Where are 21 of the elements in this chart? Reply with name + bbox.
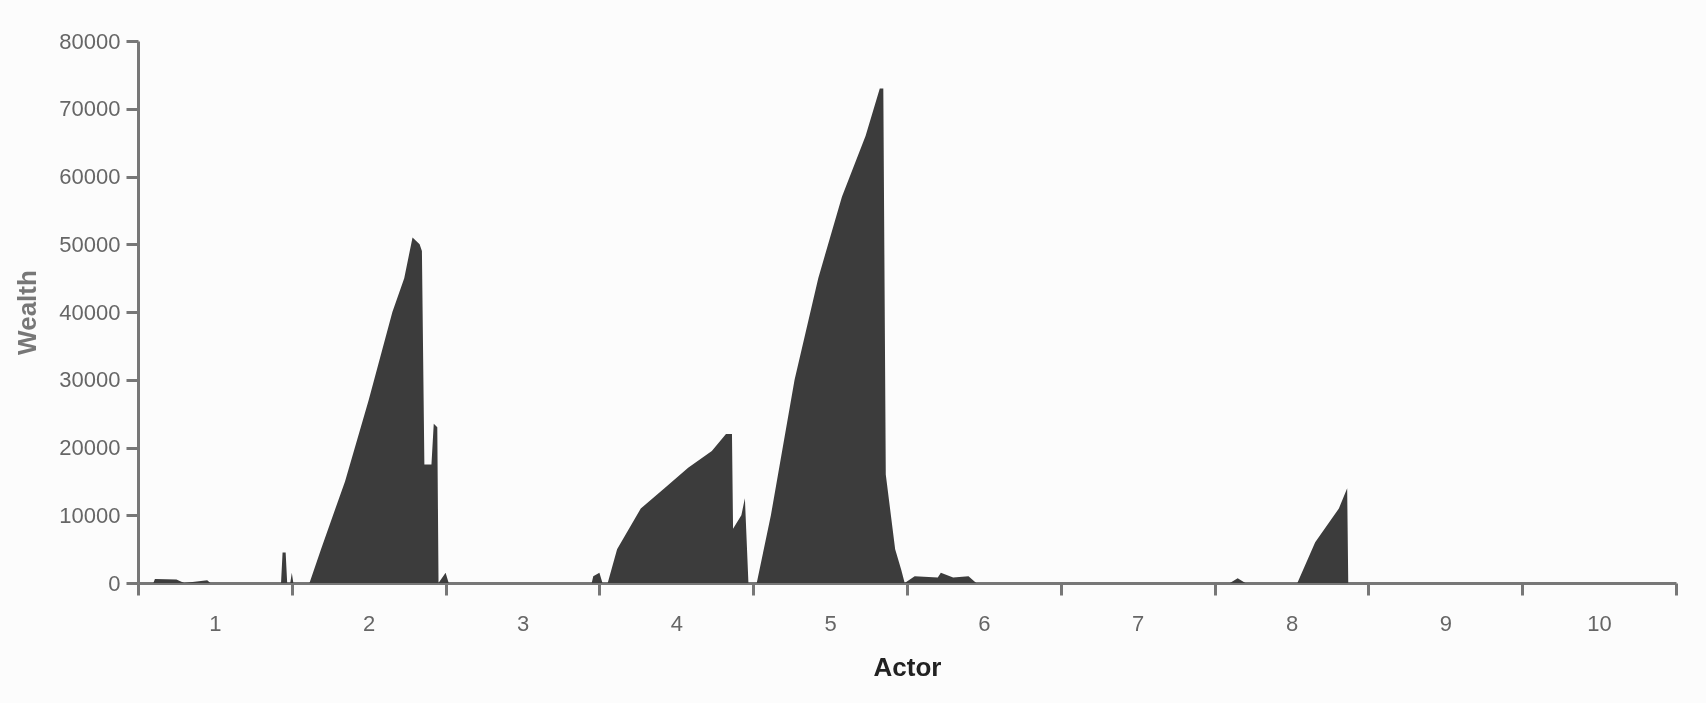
y-tick-label: 0: [108, 570, 121, 596]
x-axis-title: Actor: [873, 651, 942, 682]
y-tick-label: 50000: [59, 231, 121, 257]
y-tick-label: 10000: [59, 502, 121, 528]
y-axis-title: Wealth: [12, 270, 43, 355]
y-tick-label: 60000: [59, 164, 121, 189]
x-tick-label: 3: [516, 610, 530, 636]
x-tick-label: 10: [1587, 610, 1612, 636]
y-tick-label: 30000: [59, 367, 121, 393]
y-tick-label: 80000: [59, 28, 121, 54]
y-tick-label: 20000: [59, 435, 121, 460]
x-tick-label: 9: [1439, 610, 1452, 636]
x-tick-label: 8: [1285, 610, 1299, 636]
y-tick-label: 70000: [59, 96, 121, 122]
x-tick-label: 1: [209, 610, 222, 636]
x-tick-label: 2: [363, 610, 376, 636]
x-tick-label: 6: [978, 610, 991, 636]
x-tick-label: 5: [824, 610, 837, 636]
y-tick-label: 40000: [59, 299, 121, 325]
x-tick-label: 4: [670, 610, 683, 636]
x-tick-label: 7: [1132, 610, 1145, 636]
